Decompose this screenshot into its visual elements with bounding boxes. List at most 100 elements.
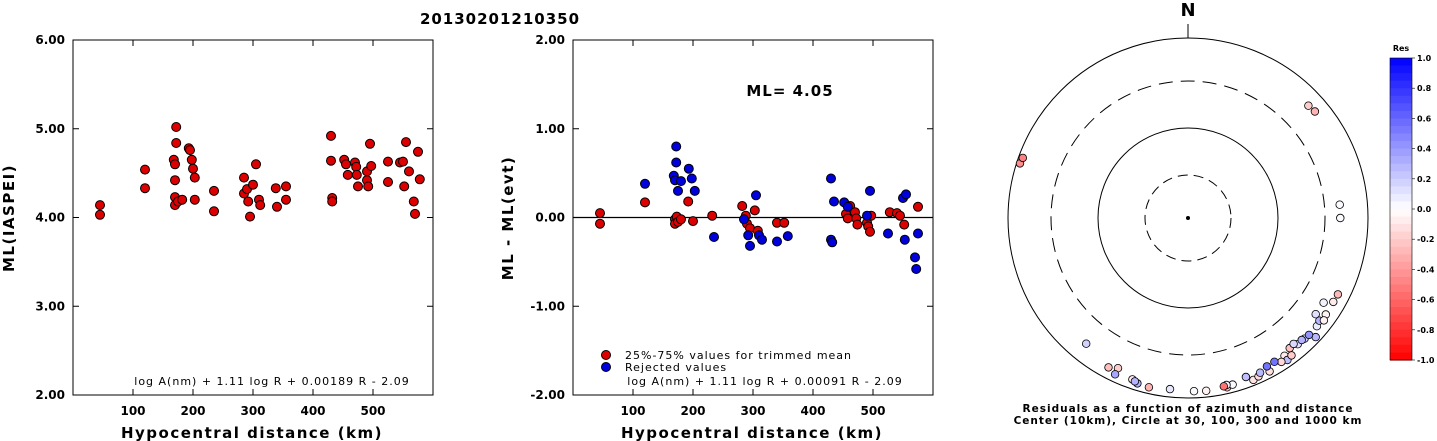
left-y-axis-label: ML(IASPEI) [0, 164, 18, 272]
left-point [341, 159, 351, 170]
left-point [95, 200, 105, 211]
left-point [243, 196, 254, 207]
colorbar-cell [1390, 239, 1412, 248]
station-point [1081, 339, 1091, 348]
left-point [342, 169, 353, 180]
mid-point [827, 237, 838, 248]
left-point [255, 200, 266, 211]
mid-point [737, 201, 748, 211]
mid-x-tick-label: 200 [680, 404, 705, 418]
epicenter-dot [1186, 216, 1190, 220]
colorbar-tick-label: 0.4 [1417, 145, 1432, 154]
mid-point [829, 196, 839, 207]
left-y-tick-label: 5.00 [35, 122, 65, 136]
left-x-tick-label: 100 [120, 404, 145, 418]
left-point [270, 183, 281, 194]
mid-point [676, 214, 686, 225]
polar-caption-2: Center (10km), Circle at 30, 100, 300 an… [1014, 415, 1363, 427]
left-point [189, 172, 200, 183]
left-point [95, 209, 105, 220]
station-point [1319, 316, 1329, 325]
left-point [140, 183, 150, 194]
colorbar-cell [1390, 322, 1412, 331]
left-y-tick-label: 6.00 [35, 33, 65, 47]
station-point [1310, 107, 1320, 116]
mid-point [842, 201, 853, 212]
ring-300km [1050, 80, 1326, 356]
station-point [1304, 330, 1314, 340]
left-point [383, 177, 393, 187]
mid-point [913, 228, 923, 239]
magnitude-panel: 100 200 300 400 500 2.00 3.00 4.00 5.00 6.00 log … [0, 33, 434, 441]
station-point [1329, 297, 1338, 307]
ring-30km [1144, 174, 1232, 262]
mid-point [899, 219, 910, 230]
station-point [1110, 370, 1120, 379]
left-point [365, 138, 375, 149]
left-y-tick-label: 3.00 [35, 299, 65, 313]
left-point [239, 172, 249, 183]
colorbar-tick-label: -0.6 [1417, 296, 1435, 305]
left-point [188, 163, 198, 174]
colorbar-cell [1390, 178, 1412, 187]
residual-panel: 100 200 300 400 500 -2.00 -1.00 0.00 1.00 2.00 ML… [499, 33, 934, 441]
station-point [1311, 310, 1320, 319]
station-point [1319, 298, 1328, 307]
mid-point [913, 201, 923, 212]
colorbar-cell [1390, 65, 1412, 74]
mid-point [671, 141, 682, 152]
station-point [1219, 382, 1228, 391]
left-point [408, 196, 419, 207]
colorbar-cell [1390, 261, 1412, 270]
left-x-tick-label: 300 [240, 404, 265, 418]
mid-point [779, 217, 790, 228]
mid-x-axis-label: Hypocentral distance (km) [621, 424, 883, 441]
mid-y-tick-label: 0.00 [535, 211, 565, 225]
left-point [171, 138, 182, 148]
station-point [1018, 153, 1027, 163]
mid-point [595, 218, 605, 229]
left-point [399, 181, 410, 192]
left-x-tick-label: 500 [360, 404, 385, 418]
colorbar-cell [1390, 314, 1412, 323]
mid-y-tick-label: 2.00 [535, 33, 565, 47]
colorbar-cell [1390, 125, 1412, 135]
colorbar-cell [1390, 171, 1412, 180]
mid-x-tick-label: 300 [740, 404, 765, 418]
colorbar-tick-label: -1.0 [1417, 356, 1435, 365]
polar-caption-1: Residuals as a function of azimuth and d… [1023, 403, 1354, 415]
legend-label-rejected: Rejected values [625, 361, 727, 374]
station-point [1333, 290, 1343, 299]
mid-point [911, 264, 922, 274]
left-point [245, 211, 255, 222]
mid-point [782, 231, 793, 242]
left-point [189, 194, 200, 205]
mid-point [676, 176, 686, 187]
colorbar-cell [1390, 344, 1412, 354]
mid-point [826, 173, 836, 184]
legend-label-trimmed: 25%-75% values for trimmed mean [625, 349, 852, 362]
mid-point [895, 210, 905, 221]
colorbar-tick-label: 0.2 [1417, 175, 1431, 184]
left-y-tick-label: 2.00 [35, 388, 65, 402]
left-point [185, 145, 195, 156]
left-point [281, 181, 291, 192]
colorbar-cell [1390, 156, 1412, 165]
colorbar-tick-label: 0.0 [1417, 205, 1432, 214]
mid-point [842, 213, 853, 224]
left-x-axis-label: Hypocentral distance (km) [121, 424, 383, 441]
colorbar-cell [1390, 118, 1412, 127]
left-point [170, 159, 180, 170]
colorbar-title: Res [1393, 44, 1410, 53]
north-label: N [1180, 0, 1195, 21]
legend-marker-rejected [601, 362, 611, 372]
station-point [1270, 357, 1279, 366]
residual-colorbar: Res 1.0 0.8 0.6 0.4 0.2 0.0 -0.2 -0.4 -0.6 -0.8 -1… [1389, 44, 1435, 365]
mid-point [749, 205, 760, 216]
left-point [398, 156, 408, 167]
mid-point [640, 197, 650, 208]
left-point [281, 194, 291, 205]
colorbar-cell [1390, 254, 1412, 263]
station-point [1336, 213, 1345, 223]
